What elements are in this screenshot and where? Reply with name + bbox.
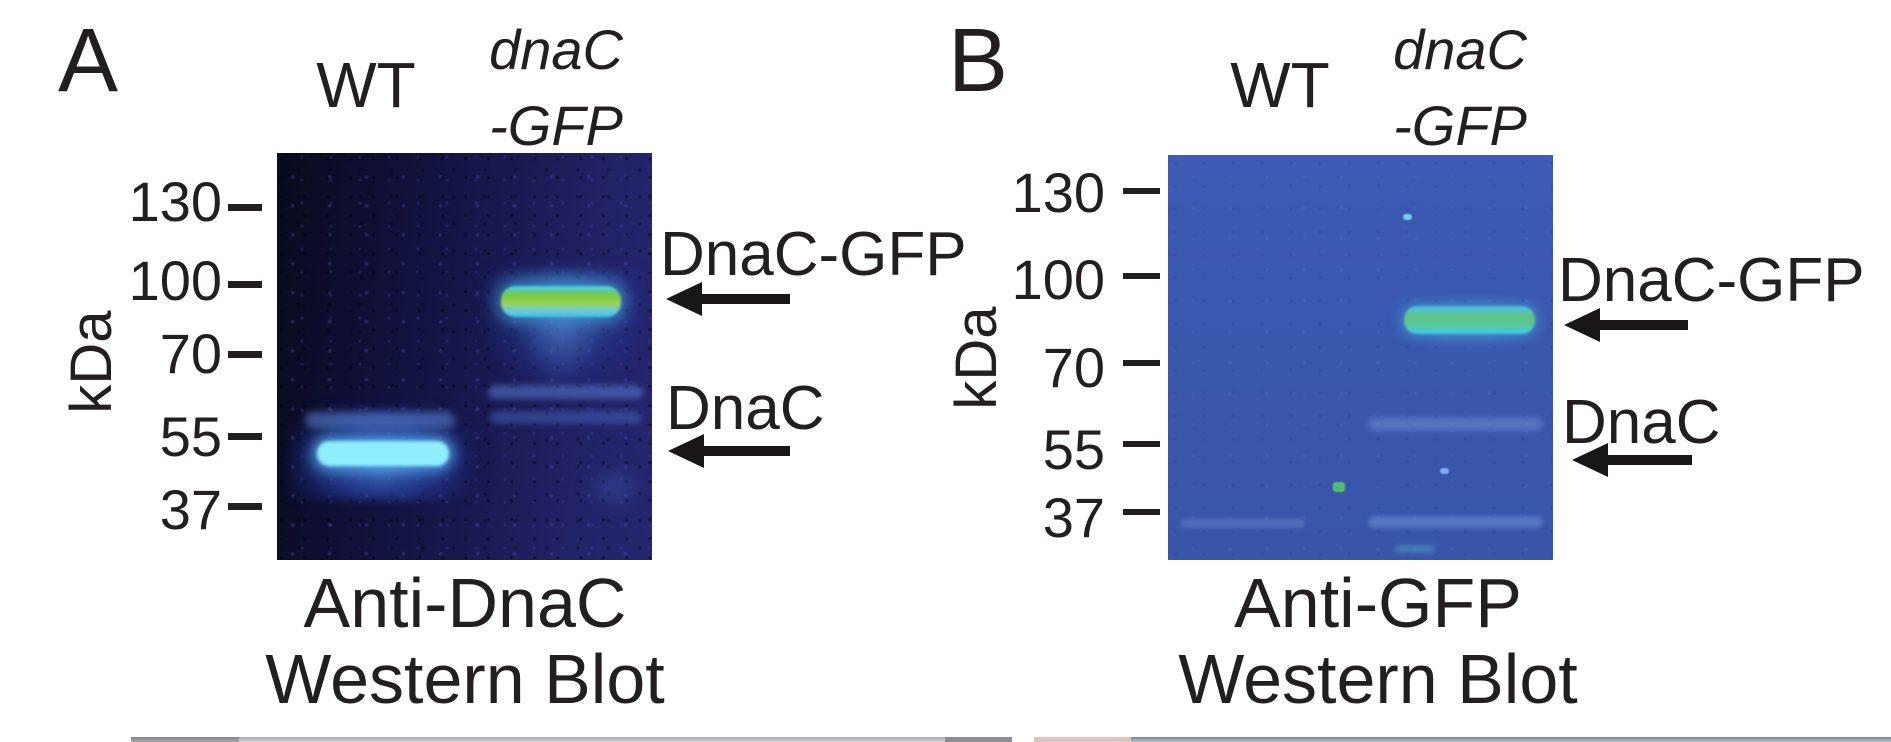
arrow-shaft — [698, 446, 790, 456]
arrow-shaft — [696, 294, 790, 304]
panel-a-lane-label-wt: WT — [316, 49, 416, 121]
panel-b-caption-line1: Anti-GFP — [1234, 564, 1522, 642]
panel-b-caption-line2: Western Blot — [1178, 640, 1578, 718]
panel-b-marker-tick-37 — [1123, 509, 1160, 515]
panel-b-dnac-gfp-band — [1404, 306, 1535, 334]
panel-b-lane-label-wt: WT — [1230, 49, 1330, 121]
panel-a-marker-tick-100 — [228, 281, 262, 288]
panel-a-blot-image — [277, 153, 652, 560]
panel-a-marker-130: 130 — [128, 170, 222, 233]
panel-b-marker-tick-55 — [1123, 441, 1160, 447]
panel-b-left-arrow-dnac-gfp-icon — [1564, 307, 1688, 343]
cropped-next-panel-edge-3 — [945, 737, 1012, 742]
panel-b-marker-70: 70 — [1042, 336, 1105, 399]
panel-b-marker-tick-70 — [1123, 360, 1160, 366]
panel-a-left-arrow-dnac-gfp-icon — [666, 281, 790, 317]
panel-a-lane-label-dnac-gfp: dnaC -GFP — [489, 12, 623, 164]
panel-a-marker-tick-55 — [228, 433, 262, 440]
arrow-shaft — [1594, 320, 1688, 330]
panel-b-left-arrow-dnac-icon — [1572, 442, 1692, 478]
panel-b-marker-130: 130 — [1011, 161, 1105, 224]
panel-a-wt-dnac-band — [317, 441, 449, 466]
panel-a-dnac-gfp-band-smear — [520, 320, 600, 390]
panel-a-caption-line1: Anti-DnaC — [303, 564, 627, 642]
panel-b-lane-label-dnac-line2: -GFP — [1393, 94, 1527, 157]
panel-a-faint-band-1 — [488, 385, 643, 399]
panel-a-marker-tick-130 — [228, 204, 262, 211]
panel-a-marker-55: 55 — [159, 405, 222, 468]
panel-b-bottom-streak-1 — [1180, 519, 1305, 528]
cropped-next-panel-edge-5 — [1131, 737, 1891, 742]
panel-b-marker-55: 55 — [1042, 418, 1105, 481]
panel-b-annotation-dnac-gfp: DnaC-GFP — [1558, 246, 1865, 315]
panel-b-lane-label-dnac-gfp: dnaC -GFP — [1393, 12, 1527, 164]
panel-b-marker-100: 100 — [1011, 248, 1105, 311]
panel-b-blot-image — [1168, 155, 1553, 560]
panel-a-annotation-dnac: DnaC — [666, 374, 825, 443]
panel-a-marker-tick-37 — [228, 503, 262, 510]
panel-a-lane-label-dnac-line1: dnaC — [489, 18, 623, 81]
panel-a-caption-line2: Western Blot — [265, 640, 665, 718]
panel-b-lane-label-dnac-line1: dnaC — [1393, 18, 1527, 81]
panel-b-marker-37: 37 — [1042, 486, 1105, 549]
cropped-next-panel-edge-1 — [131, 737, 239, 742]
panel-b-speck-3 — [1440, 468, 1449, 474]
panel-b-faint-band — [1368, 417, 1543, 431]
arrow-shaft — [1602, 455, 1692, 465]
panel-a-dnac-gfp-band — [501, 286, 621, 317]
panel-a-annotation-dnac-gfp: DnaC-GFP — [660, 220, 967, 289]
panel-a-marker-70: 70 — [159, 322, 222, 385]
panel-b-bottom-streak-2 — [1368, 516, 1543, 528]
panel-b-speck-2 — [1333, 482, 1345, 492]
cropped-next-panel-edge-4 — [1034, 737, 1131, 742]
panel-b-bottom-streak-3 — [1395, 545, 1435, 553]
panel-a-marker-37: 37 — [159, 478, 222, 541]
panel-a-lane-label-dnac-line2: -GFP — [489, 94, 623, 157]
panel-a-left-arrow-dnac-icon — [668, 433, 790, 469]
panel-a-faint-band-2 — [490, 411, 642, 424]
panel-b-marker-tick-100 — [1123, 273, 1160, 279]
panel-b-letter: B — [948, 11, 1009, 111]
panel-b-speck-1 — [1403, 214, 1412, 220]
panel-a-letter: A — [58, 11, 119, 111]
panel-a-marker-tick-70 — [228, 351, 262, 358]
panel-a-marker-100: 100 — [128, 249, 222, 312]
panel-a-wt-dnac-band-upper-edge — [305, 412, 455, 428]
panel-b-blot-noise — [1168, 155, 1553, 560]
panel-b-marker-tick-130 — [1123, 188, 1160, 194]
panel-a-background-smudge — [585, 465, 645, 510]
cropped-next-panel-edge-2 — [239, 737, 945, 742]
